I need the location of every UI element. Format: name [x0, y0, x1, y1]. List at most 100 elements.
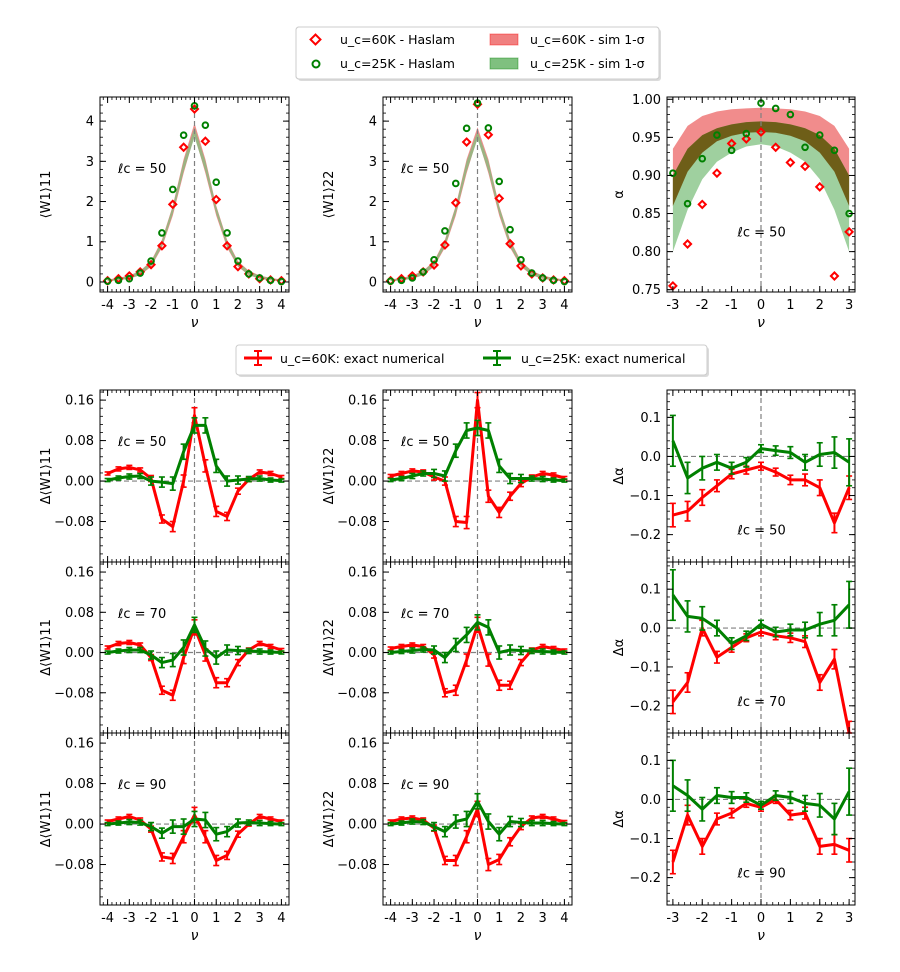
panel-annotation: ℓc = 70 — [400, 607, 449, 622]
point-green-circle — [147, 257, 155, 265]
point-green-circle — [451, 179, 460, 188]
x-tick-label: -2 — [145, 911, 158, 926]
point-red-diamond — [770, 142, 781, 153]
point-red-diamond — [494, 193, 505, 204]
x-axis-label: ν — [474, 315, 482, 331]
x-tick-label: -4 — [384, 911, 397, 926]
point-red-diamond — [505, 238, 516, 249]
x-tick-label: -4 — [101, 298, 114, 313]
x-tick-label: 1 — [786, 911, 794, 926]
point-green-circle — [727, 146, 736, 155]
legend-sim60: u_c=60K - sim 1-σ — [530, 32, 645, 47]
y-axis-label: Δα — [612, 810, 627, 827]
x-tick-label: 4 — [560, 911, 568, 926]
x-tick-label: 4 — [277, 298, 285, 313]
x-tick-label: 3 — [845, 298, 853, 313]
panel-diff_w11_l50: −0.08 0.00 0.08 0.16 Δ⟨W1⟩11 ℓc = 50 — [39, 389, 290, 563]
y-tick-label: 1 — [86, 235, 94, 250]
point-red-diamond — [439, 240, 450, 250]
point-red-diamond — [407, 270, 418, 281]
x-tick-label: -1 — [725, 298, 738, 313]
legend-sim25: u_c=25K - sim 1-σ — [530, 56, 645, 71]
point-red-diamond — [222, 240, 233, 251]
y-axis-label: α — [612, 190, 627, 199]
point-red-diamond — [113, 273, 124, 284]
point-green-circle — [786, 110, 795, 119]
y-tick-label: −0.08 — [337, 686, 377, 701]
x-tick-label: 3 — [256, 911, 264, 926]
legend-line-green — [483, 350, 511, 366]
point-red-diamond — [429, 260, 440, 271]
point-green-circle — [103, 277, 112, 285]
y-tick-label: −0.1 — [629, 489, 661, 504]
point-green-circle — [408, 274, 417, 282]
point-green-circle — [771, 104, 780, 113]
band-green — [672, 121, 850, 252]
y-tick-label: 0.1 — [640, 583, 661, 598]
point-green-circle — [114, 276, 123, 285]
y-tick-label: 0.08 — [65, 434, 94, 449]
point-red-diamond — [829, 271, 840, 281]
x-axis-label: ν — [191, 928, 199, 944]
y-tick-label: 0.16 — [348, 737, 377, 752]
y-axis-label: Δα — [612, 639, 627, 656]
point-red-diamond — [741, 133, 752, 144]
y-axis-label: Δ⟨W1⟩11 — [39, 619, 54, 676]
y-tick-label: 4 — [369, 115, 377, 130]
x-axis-label: ν — [191, 315, 199, 331]
panel-annotation: ℓc = 50 — [400, 162, 449, 177]
y-axis-label: ⟨W1⟩22 — [322, 171, 337, 219]
y-tick-label: 2 — [86, 195, 94, 210]
panel-annotation: ℓc = 50 — [400, 435, 449, 450]
x-tick-label: 0 — [473, 911, 481, 926]
panel-diff_w22_l70: −0.08 0.00 0.08 0.16 Δ⟨W1⟩22 ℓc = 70 — [322, 561, 573, 734]
x-tick-label: 0 — [190, 298, 198, 313]
y-tick-label: 1 — [369, 235, 377, 250]
y-axis-label: Δ⟨W1⟩22 — [322, 791, 337, 848]
top-legend: u_c=60K - Haslam u_c=25K - Haslam u_c=60… — [295, 26, 661, 81]
x-tick-label: 3 — [256, 298, 264, 313]
x-tick-label: 1 — [212, 911, 220, 926]
y-tick-label: 0.16 — [65, 737, 94, 752]
point-green-circle — [168, 185, 177, 194]
point-red-diamond — [167, 199, 178, 210]
point-green-circle — [179, 131, 188, 139]
point-green-circle — [223, 229, 231, 237]
x-tick-label: -3 — [666, 298, 679, 313]
panel-annotation: ℓc = 70 — [117, 607, 166, 622]
y-tick-label: 0.00 — [348, 475, 377, 490]
point-red-diamond — [844, 226, 855, 237]
x-tick-label: 2 — [234, 298, 242, 313]
y-tick-label: −0.2 — [629, 871, 661, 886]
x-tick-label: 0 — [757, 911, 765, 926]
y-tick-label: 0.00 — [348, 818, 377, 833]
x-tick-label: 3 — [845, 911, 853, 926]
panel-annotation: ℓc = 90 — [400, 778, 449, 793]
y-tick-label: 0.08 — [348, 434, 377, 449]
y-tick-label: 0.85 — [632, 207, 661, 222]
point-green-circle — [698, 154, 707, 163]
point-green-circle — [462, 124, 471, 133]
panel-diff_w22_l50: −0.08 0.00 0.08 0.16 Δ⟨W1⟩22 ℓc = 50 — [322, 389, 573, 563]
y-tick-label: −0.1 — [629, 832, 661, 847]
y-tick-label: 0.1 — [640, 411, 661, 426]
point-green-circle — [484, 124, 493, 132]
legend-band-green — [489, 57, 519, 70]
legend-exact60: u_c=60K: exact numerical — [280, 351, 444, 366]
y-axis-label: Δ⟨W1⟩11 — [39, 448, 54, 505]
point-green-circle — [742, 129, 751, 138]
x-tick-label: 3 — [539, 298, 547, 313]
y-tick-label: 0.0 — [640, 793, 661, 808]
y-tick-label: 0.90 — [632, 169, 661, 184]
x-tick-label: -3 — [406, 911, 419, 926]
mid-legend: u_c=60K: exact numerical u_c=25K: exact … — [235, 344, 709, 377]
y-tick-label: 0.00 — [348, 646, 377, 661]
x-tick-label: 3 — [539, 911, 547, 926]
y-tick-label: −0.08 — [54, 515, 94, 530]
x-tick-label: 0 — [757, 298, 765, 313]
x-tick-label: 2 — [234, 911, 242, 926]
point-red-diamond — [178, 142, 189, 153]
